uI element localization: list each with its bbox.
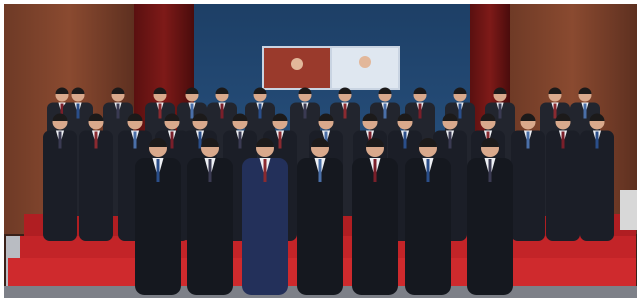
tie <box>264 159 267 182</box>
tie <box>259 104 262 119</box>
video-person <box>291 58 303 70</box>
tie <box>554 104 557 119</box>
tie <box>199 132 202 149</box>
tie <box>304 104 307 119</box>
side-table <box>620 190 637 230</box>
tie <box>596 132 599 149</box>
tie <box>159 104 162 119</box>
video-person <box>359 56 371 68</box>
tie <box>459 104 462 119</box>
tie <box>374 159 377 182</box>
tie <box>527 132 530 149</box>
tie <box>171 132 174 149</box>
photo <box>0 0 641 303</box>
tie <box>134 132 137 149</box>
tie <box>279 132 282 149</box>
tie <box>404 132 407 149</box>
tie <box>157 159 160 182</box>
tie <box>344 104 347 119</box>
tie <box>77 104 80 119</box>
tie <box>384 104 387 119</box>
tie <box>584 104 587 119</box>
tie <box>59 132 62 149</box>
tie <box>562 132 565 149</box>
tie <box>499 104 502 119</box>
page: (() => { const data = JSON.parse(documen… <box>0 0 641 303</box>
tie <box>191 104 194 119</box>
tie <box>221 104 224 119</box>
tie <box>489 159 492 182</box>
tie <box>449 132 452 149</box>
tie <box>209 159 212 182</box>
tie <box>427 159 430 182</box>
tie <box>95 132 98 149</box>
tie <box>117 104 120 119</box>
tie <box>419 104 422 119</box>
tie <box>239 132 242 149</box>
tie <box>319 159 322 182</box>
